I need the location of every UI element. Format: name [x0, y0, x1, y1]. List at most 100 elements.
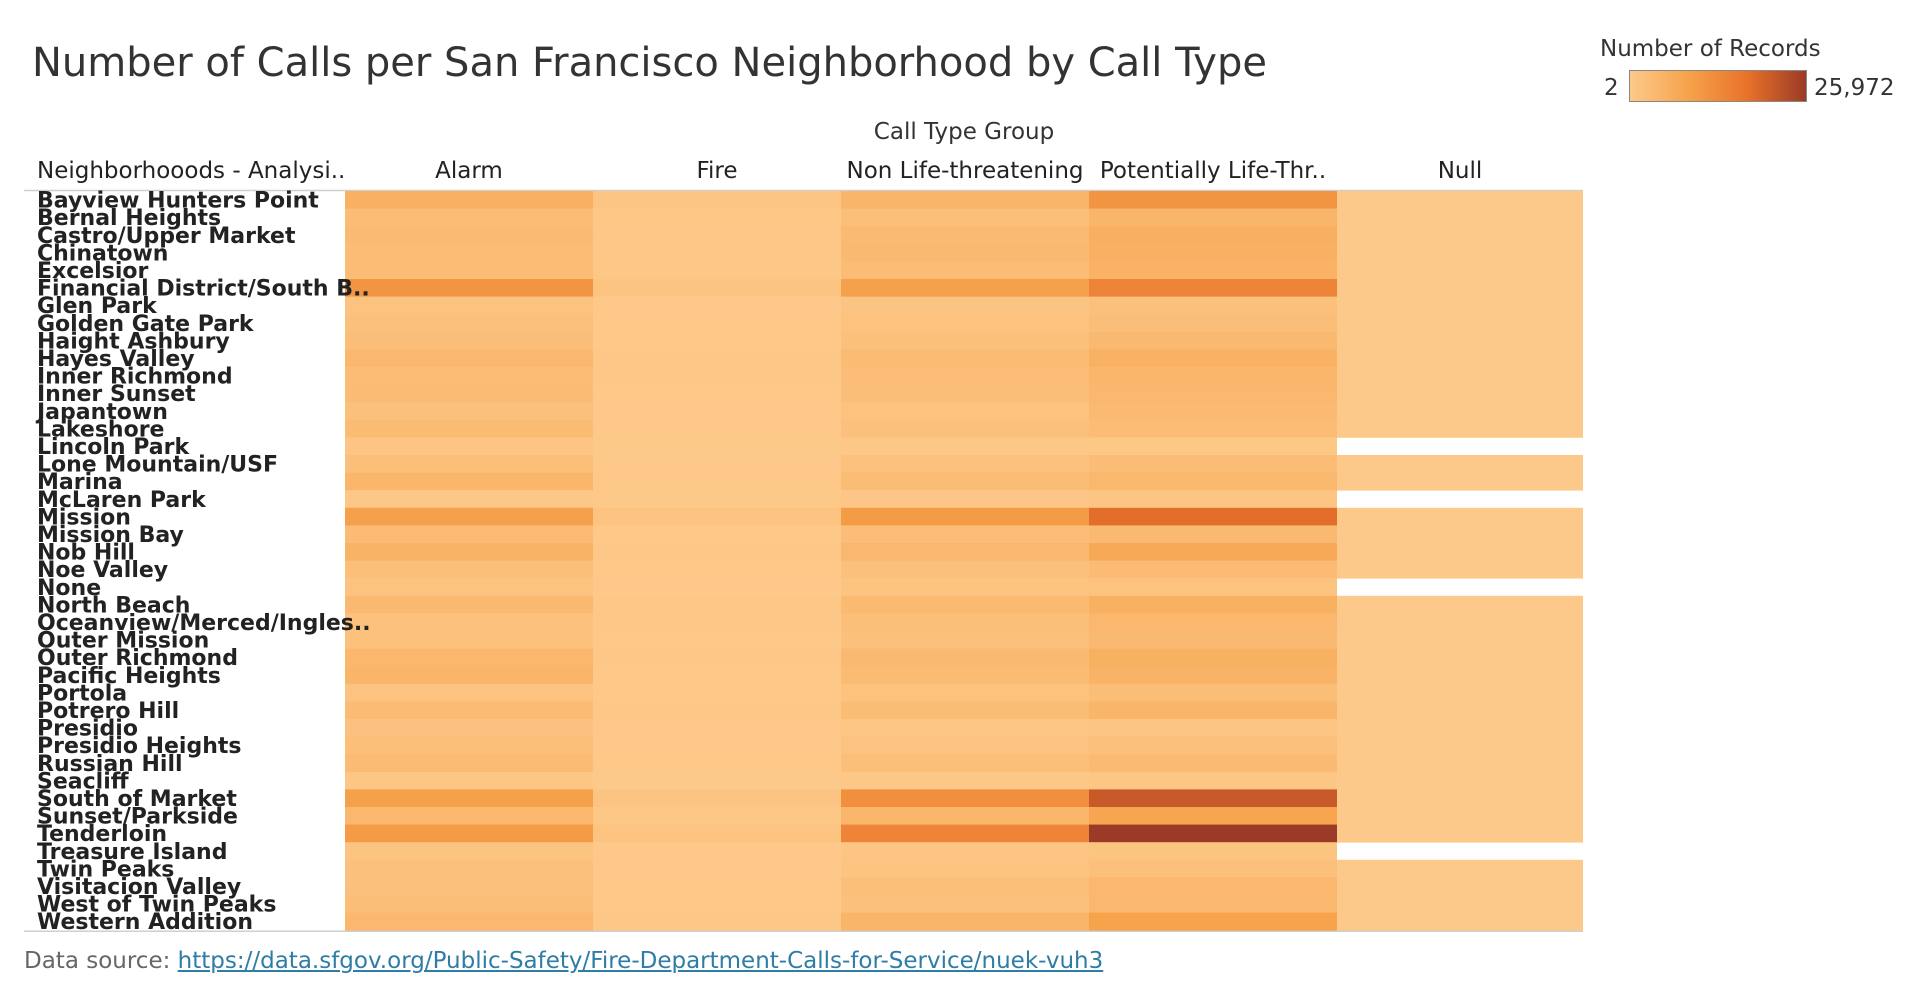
heatmap-cell[interactable]	[593, 771, 841, 790]
heatmap-cell[interactable]	[345, 208, 593, 227]
heatmap-cell[interactable]	[593, 279, 841, 297]
heatmap-cell[interactable]	[1337, 648, 1583, 667]
heatmap-cell[interactable]	[841, 771, 1089, 790]
heatmap-cell[interactable]	[1337, 824, 1583, 843]
heatmap-cell[interactable]	[345, 437, 593, 456]
heatmap-cell[interactable]	[593, 613, 841, 632]
heatmap-cell[interactable]	[1089, 595, 1337, 614]
heatmap-cell[interactable]	[841, 807, 1089, 825]
heatmap-cell[interactable]	[1337, 895, 1583, 913]
heatmap-cell[interactable]	[345, 719, 593, 737]
heatmap-cell[interactable]	[1089, 331, 1337, 350]
heatmap-cell[interactable]	[841, 243, 1089, 262]
heatmap-cell[interactable]	[841, 824, 1089, 843]
heatmap-cell[interactable]	[593, 490, 841, 509]
heatmap-cell[interactable]	[1089, 613, 1337, 632]
heatmap-cell[interactable]	[345, 595, 593, 614]
heatmap-cell[interactable]	[345, 367, 593, 385]
heatmap-cell[interactable]	[345, 736, 593, 755]
heatmap-cell[interactable]	[593, 384, 841, 403]
heatmap-cell[interactable]	[593, 455, 841, 473]
heatmap-cell[interactable]	[1337, 525, 1583, 544]
heatmap-cell[interactable]	[841, 279, 1089, 297]
heatmap-cell[interactable]	[1089, 701, 1337, 720]
heatmap-cell[interactable]	[1337, 507, 1583, 526]
heatmap-cell[interactable]	[593, 701, 841, 720]
heatmap-cell[interactable]	[1089, 367, 1337, 385]
heatmap-cell[interactable]	[841, 613, 1089, 632]
heatmap-cell[interactable]	[593, 191, 841, 209]
heatmap-cell[interactable]	[345, 279, 593, 297]
heatmap-cell[interactable]	[593, 595, 841, 614]
heatmap-cell[interactable]	[841, 419, 1089, 438]
heatmap-cell[interactable]	[593, 859, 841, 878]
heatmap-cell[interactable]	[1337, 859, 1583, 878]
heatmap-cell[interactable]	[345, 331, 593, 350]
heatmap-cell[interactable]	[593, 437, 841, 456]
heatmap-cell[interactable]	[593, 842, 841, 861]
heatmap-cell[interactable]	[1089, 736, 1337, 755]
heatmap-cell[interactable]	[345, 666, 593, 685]
heatmap-cell[interactable]	[593, 807, 841, 825]
heatmap-cell[interactable]	[841, 314, 1089, 333]
heatmap-cell[interactable]	[345, 419, 593, 438]
heatmap-cell[interactable]	[841, 191, 1089, 209]
heatmap-cell[interactable]	[1089, 226, 1337, 245]
heatmap-cell[interactable]	[345, 771, 593, 790]
heatmap-cell[interactable]	[841, 648, 1089, 667]
heatmap-cell[interactable]	[1089, 525, 1337, 544]
heatmap-cell[interactable]	[593, 789, 841, 808]
heatmap-cell[interactable]	[593, 736, 841, 755]
data-source-link[interactable]: https://data.sfgov.org/Public-Safety/Fir…	[177, 948, 1104, 974]
heatmap-cell[interactable]	[1337, 719, 1583, 737]
heatmap-cell[interactable]	[1089, 507, 1337, 526]
heatmap-cell[interactable]	[841, 525, 1089, 544]
heatmap-cell[interactable]	[345, 455, 593, 473]
heatmap-cell[interactable]	[593, 666, 841, 685]
heatmap-cell[interactable]	[345, 349, 593, 368]
heatmap-cell[interactable]	[1089, 261, 1337, 280]
heatmap-cell[interactable]	[1089, 296, 1337, 315]
heatmap-cell[interactable]	[1089, 842, 1337, 861]
heatmap-cell[interactable]	[1089, 683, 1337, 702]
heatmap-cell[interactable]	[1089, 384, 1337, 403]
heatmap-cell[interactable]	[841, 384, 1089, 403]
heatmap-cell[interactable]	[345, 402, 593, 421]
heatmap-cell[interactable]	[593, 877, 841, 896]
heatmap-cell[interactable]	[345, 191, 593, 209]
heatmap-cell[interactable]	[345, 314, 593, 333]
heatmap-cell[interactable]	[1089, 419, 1337, 438]
heatmap-cell[interactable]	[841, 666, 1089, 685]
heatmap-cell[interactable]	[841, 331, 1089, 350]
heatmap-cell[interactable]	[1337, 666, 1583, 685]
heatmap-cell[interactable]	[593, 560, 841, 579]
heatmap-cell[interactable]	[593, 261, 841, 280]
heatmap-cell[interactable]	[1089, 437, 1337, 456]
heatmap-cell[interactable]	[1089, 666, 1337, 685]
heatmap-cell[interactable]	[345, 859, 593, 878]
heatmap-cell[interactable]	[841, 719, 1089, 737]
heatmap-cell[interactable]	[841, 208, 1089, 227]
heatmap-cell[interactable]	[345, 490, 593, 509]
heatmap-cell[interactable]	[1089, 349, 1337, 368]
heatmap-cell[interactable]	[593, 578, 841, 597]
heatmap-cell[interactable]	[1089, 719, 1337, 737]
heatmap-cell[interactable]	[841, 490, 1089, 509]
heatmap-cell[interactable]	[345, 507, 593, 526]
heatmap-cell[interactable]	[1089, 912, 1337, 931]
heatmap-cell[interactable]	[1337, 349, 1583, 368]
heatmap-cell[interactable]	[1337, 683, 1583, 702]
heatmap-cell[interactable]	[1337, 631, 1583, 649]
heatmap-cell[interactable]	[593, 631, 841, 649]
heatmap-cell[interactable]	[1089, 472, 1337, 491]
heatmap-cell[interactable]	[593, 419, 841, 438]
heatmap-cell[interactable]	[593, 895, 841, 913]
heatmap-cell[interactable]	[593, 402, 841, 421]
heatmap-cell[interactable]	[841, 261, 1089, 280]
heatmap-cell[interactable]	[345, 226, 593, 245]
heatmap-cell[interactable]	[593, 683, 841, 702]
heatmap-cell[interactable]	[1089, 578, 1337, 597]
heatmap-cell[interactable]	[1337, 419, 1583, 438]
heatmap-cell[interactable]	[345, 807, 593, 825]
heatmap-cell[interactable]	[841, 349, 1089, 368]
